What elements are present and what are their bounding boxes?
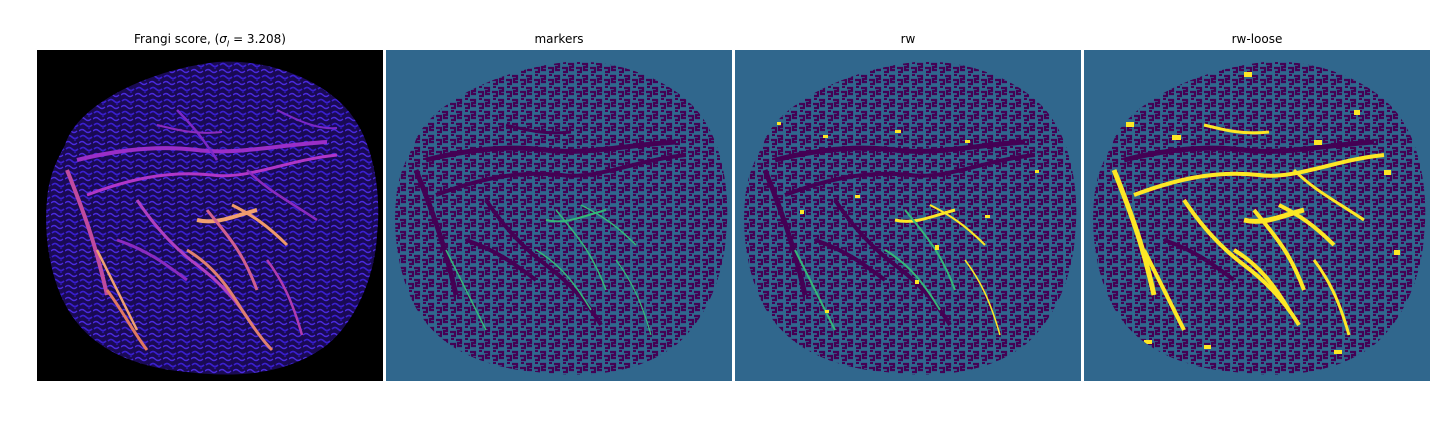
panel-title-frangi: Frangi score, (σI = 3.208) (134, 32, 286, 49)
rw-svg (735, 50, 1081, 381)
rw-image (735, 50, 1081, 381)
panel-title-rw-loose: rw-loose (1231, 32, 1283, 46)
rw-loose-image (1084, 50, 1430, 381)
markers-svg (386, 50, 732, 381)
frangi-score-image (37, 50, 383, 381)
frangi-score-svg (37, 50, 383, 381)
markers-image (386, 50, 732, 381)
rw-loose-svg (1084, 50, 1430, 381)
panel-title-rw: rw (900, 32, 916, 46)
panel-title-markers: markers (534, 32, 584, 46)
